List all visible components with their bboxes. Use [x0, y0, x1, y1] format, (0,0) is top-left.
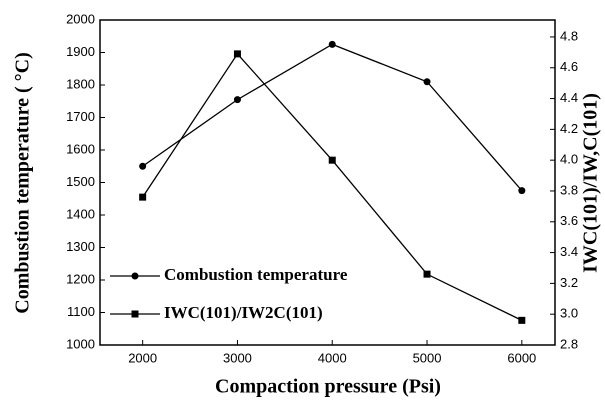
plot-frame [99, 19, 556, 346]
y-tick-label: 1200 [66, 271, 95, 286]
point [139, 162, 147, 170]
x-axis-label: Compaction pressure (Psi) [215, 376, 441, 398]
point [328, 156, 336, 164]
y2-tick-label: 3.0 [560, 306, 578, 321]
y2-tick-label: 3.2 [560, 275, 578, 290]
y-tick-label: 2000 [66, 11, 95, 26]
y2-tick-label: 3.6 [560, 213, 578, 228]
y-tick-label: 1900 [66, 44, 95, 59]
point [518, 316, 526, 324]
y2-axis-label: IWC(101)/IW,C(101) [580, 93, 602, 273]
x-tick-label: 5000 [413, 350, 442, 365]
point [328, 40, 336, 48]
x-tick-label: 4000 [318, 350, 347, 365]
y2-tick-label: 3.8 [560, 182, 578, 197]
legend-label: IWC(101)/IW2C(101) [164, 303, 323, 322]
y-tick-label: 1600 [66, 141, 95, 156]
y2-tick-label: 4.0 [560, 152, 578, 167]
legend-marker [131, 272, 139, 280]
y-tick-label: 1100 [67, 304, 95, 319]
x-tick-label: 2000 [128, 350, 157, 365]
y-tick-label: 1300 [66, 239, 95, 254]
point [423, 78, 431, 86]
point [233, 96, 241, 104]
point [139, 193, 147, 201]
y2-tick-label: 4.2 [560, 121, 578, 136]
y2-tick-label: 4.4 [560, 90, 578, 105]
y2-tick-label: 4.8 [560, 28, 578, 43]
y-axis-label: Combustion temperature ( °C) [12, 52, 34, 313]
y-tick-label: 1800 [66, 76, 95, 91]
x-tick-label: 3000 [223, 350, 252, 365]
x-tick-label: 6000 [507, 350, 536, 365]
y-tick-label: 1400 [66, 206, 95, 221]
y-tick-label: 1000 [66, 336, 95, 351]
y-tick-label: 1500 [66, 174, 95, 189]
point [233, 50, 241, 58]
y2-tick-label: 4.6 [560, 59, 578, 74]
legend-label: Combustion temperature [164, 265, 348, 284]
point [423, 270, 431, 278]
point [518, 187, 526, 195]
series-line [142, 43, 523, 192]
y2-tick-label: 2.8 [560, 336, 578, 351]
y2-tick-label: 3.4 [560, 244, 578, 259]
legend-marker [131, 310, 139, 318]
y-tick-label: 1700 [66, 109, 95, 124]
